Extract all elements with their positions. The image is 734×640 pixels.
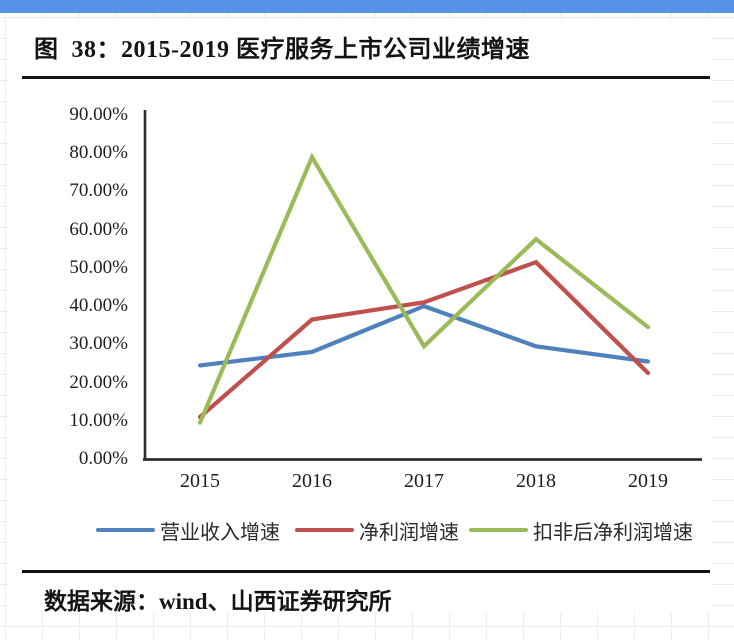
x-tick-label: 2016 bbox=[292, 470, 332, 492]
y-tick-label: 40.00% bbox=[69, 295, 128, 317]
y-tick-label: 50.00% bbox=[69, 256, 128, 278]
y-tick-label: 10.00% bbox=[69, 409, 128, 431]
legend-line-swatch bbox=[96, 528, 155, 532]
legend-label: 扣非后净利润增速 bbox=[533, 521, 693, 544]
legend-item: 营业收入增速 bbox=[96, 520, 280, 544]
window-top-accent-bar bbox=[0, 0, 734, 13]
legend-line-swatch bbox=[295, 528, 354, 532]
x-tick-label: 2019 bbox=[628, 470, 668, 492]
series-line-0 bbox=[197, 303, 651, 368]
data-source-text: 数据来源：wind、山西证券研究所 bbox=[44, 589, 392, 614]
legend-line-swatch bbox=[469, 528, 528, 532]
x-tick-label: 2017 bbox=[404, 470, 444, 492]
legend-item: 扣非后净利润增速 bbox=[469, 520, 693, 544]
series-line-1 bbox=[197, 259, 651, 420]
y-tick-label: 0.00% bbox=[78, 448, 128, 469]
x-tick-label: 2015 bbox=[180, 470, 220, 492]
series-line-2 bbox=[197, 152, 651, 425]
y-tick-label: 30.00% bbox=[69, 333, 128, 355]
figure-panel: 图 38：2015-2019 医疗服务上市公司业绩增速 0.00% 10.00% 2… bbox=[8, 19, 712, 614]
x-tick-label: 2018 bbox=[516, 470, 556, 492]
y-tick-label: 70.00% bbox=[69, 180, 128, 202]
legend-label: 净利润增速 bbox=[359, 521, 459, 544]
y-tick-label: 60.00% bbox=[69, 218, 128, 240]
y-tick-label: 20.00% bbox=[69, 371, 128, 393]
source-divider-line bbox=[22, 570, 710, 573]
y-tick-label: 90.00% bbox=[69, 104, 128, 126]
figure-title: 图 38：2015-2019 医疗服务上市公司业绩增速 bbox=[34, 37, 530, 63]
title-divider-line bbox=[22, 76, 710, 79]
line-chart bbox=[143, 110, 702, 461]
legend-item: 净利润增速 bbox=[295, 520, 459, 544]
legend-label: 营业收入增速 bbox=[160, 521, 280, 544]
y-tick-label: 80.00% bbox=[69, 142, 128, 164]
